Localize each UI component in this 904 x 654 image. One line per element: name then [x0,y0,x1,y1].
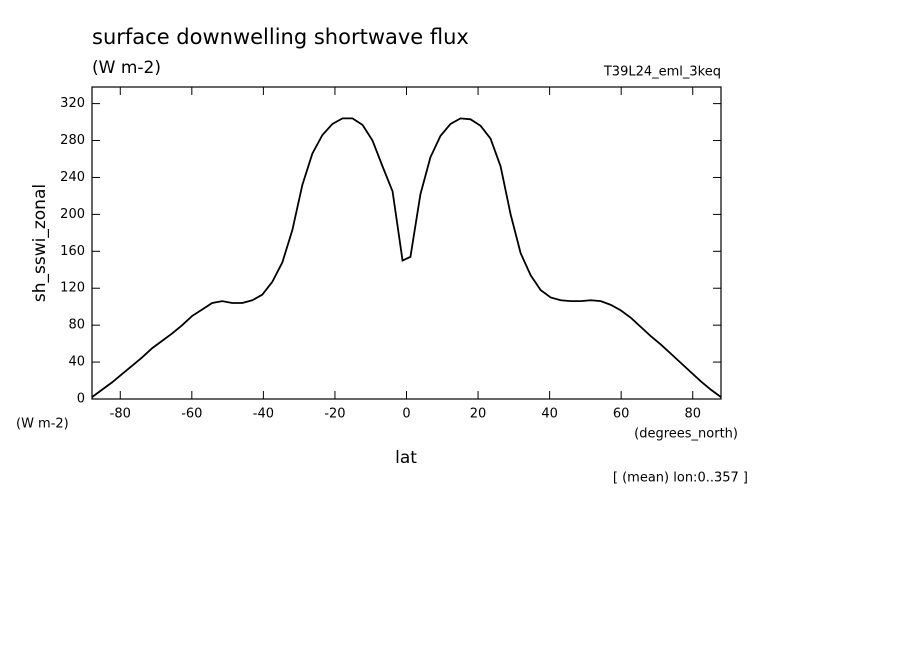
x-units: (degrees_north) [634,427,738,442]
data-line [91,117,722,398]
y-units: (W m-2) [16,417,69,432]
x-tick-label: 0 [402,407,410,422]
y-tick-label: 120 [60,281,85,296]
plot-frame [91,86,722,400]
x-tick-label: 60 [613,407,630,422]
x-tick-label: -40 [253,407,274,422]
x-tick-label: 40 [541,407,558,422]
footnote: [ (mean) lon:0..357 ] [613,471,748,486]
y-tick-label: 80 [68,318,85,333]
units: (W m-2) [92,58,161,78]
x-tick-label: -80 [110,407,131,422]
y-tick-label: 320 [60,96,85,111]
y-tick-label: 0 [77,392,85,407]
y-tick-label: 160 [60,244,85,259]
x-axis-label: lat [395,448,417,468]
x-tick-label: 80 [684,407,701,422]
y-tick-label: 240 [60,170,85,185]
x-tick-label: -60 [181,407,202,422]
y-tick-label: 280 [60,133,85,148]
x-tick-label: -20 [324,407,345,422]
y-axis-label: sh_sswi_zonal [30,184,50,302]
y-tick-label: 40 [68,355,85,370]
x-tick-label: 20 [470,407,487,422]
chart-title: surface downwelling shortwave flux [92,25,469,49]
dataset: T39L24_eml_3keq [603,65,721,80]
y-tick-label: 200 [60,207,85,222]
